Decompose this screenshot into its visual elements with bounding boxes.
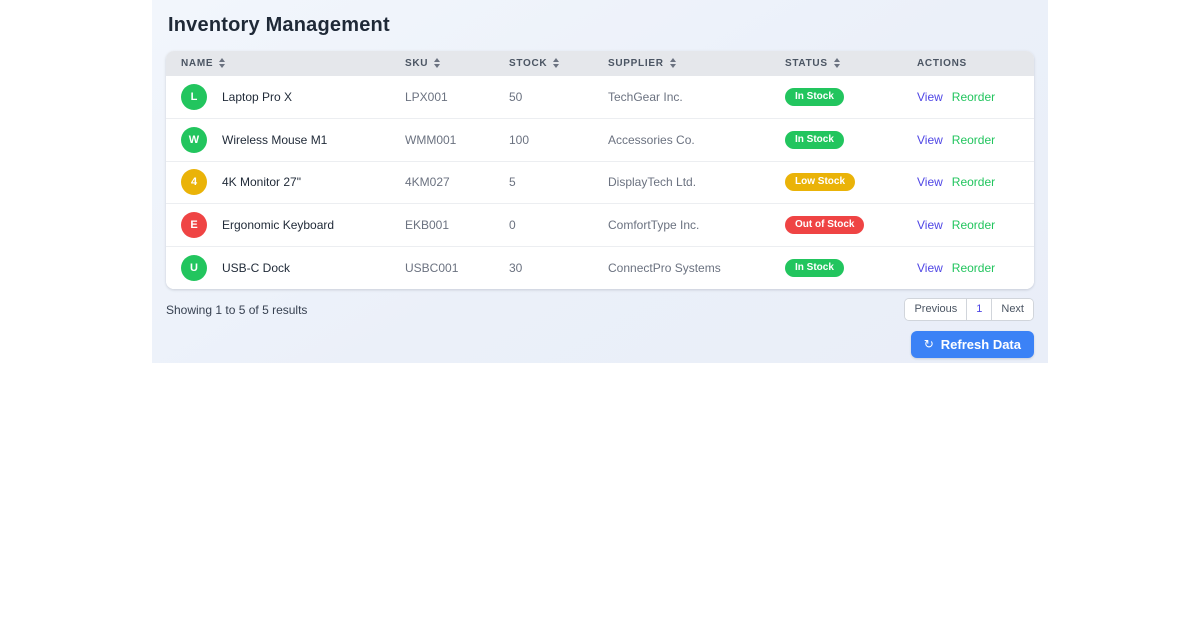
status-badge: Low Stock <box>785 173 856 192</box>
column-header-sku[interactable]: SKU <box>405 51 509 76</box>
view-link[interactable]: View <box>917 217 943 232</box>
page-title: Inventory Management <box>168 14 390 36</box>
view-link[interactable]: View <box>917 132 943 147</box>
status-badge: In Stock <box>785 258 844 277</box>
item-stock: 5 <box>509 175 516 190</box>
item-name: Wireless Mouse M1 <box>222 132 328 147</box>
inventory-table: NAME SKU STOCK SUPPLIER STATUS ACTIONS L Lapto… <box>166 51 1034 289</box>
column-label: STATUS <box>785 58 828 69</box>
reorder-link[interactable]: Reorder <box>951 132 996 147</box>
refresh-data-button[interactable]: ↻ Refresh Data <box>910 330 1034 358</box>
column-header-status[interactable]: STATUS <box>785 51 917 76</box>
reorder-link[interactable]: Reorder <box>951 175 996 190</box>
pagination-next-button[interactable]: Next <box>991 298 1033 321</box>
reorder-link[interactable]: Reorder <box>951 260 996 275</box>
item-avatar: L <box>181 84 207 110</box>
inventory-table-card: NAME SKU STOCK SUPPLIER STATUS ACTIONS L Lapto… <box>166 51 1034 289</box>
item-name: USB-C Dock <box>222 260 291 275</box>
item-supplier: ConnectPro Systems <box>608 260 721 275</box>
item-avatar: 4 <box>181 169 207 196</box>
pagination-previous-button[interactable]: Previous <box>905 298 967 321</box>
item-sku: LPX001 <box>405 90 448 104</box>
item-avatar: E <box>181 211 207 238</box>
item-sku: WMM001 <box>405 132 457 147</box>
column-label: SKU <box>405 58 429 69</box>
pagination-page-button[interactable]: 1 <box>966 298 992 321</box>
reorder-link[interactable]: Reorder <box>951 90 996 104</box>
column-header-stock[interactable]: STOCK <box>509 51 608 76</box>
item-supplier: ComfortType Inc. <box>608 217 700 232</box>
column-header-actions: ACTIONS <box>917 51 1034 76</box>
item-avatar: W <box>181 126 207 153</box>
table-row: W Wireless Mouse M1 WMM001 100 Accessories C… <box>166 118 1034 161</box>
table-row: L Laptop Pro X LPX001 50 TechGear Inc. In Sto… <box>166 76 1034 119</box>
sort-icon <box>669 58 676 69</box>
item-stock: 50 <box>509 90 523 104</box>
column-label: SUPPLIER <box>608 58 664 69</box>
sort-icon <box>553 58 560 69</box>
item-sku: USBC001 <box>405 260 459 275</box>
item-avatar: U <box>181 254 207 281</box>
item-sku: 4KM027 <box>405 175 450 190</box>
item-sku: EKB001 <box>405 217 450 232</box>
status-badge: In Stock <box>785 88 844 106</box>
item-stock: 0 <box>509 217 516 232</box>
view-link[interactable]: View <box>917 175 943 190</box>
reorder-link[interactable]: Reorder <box>951 217 996 232</box>
item-stock: 100 <box>509 132 530 147</box>
pagination: Previous 1 Next <box>904 297 1034 322</box>
item-supplier: Accessories Co. <box>608 132 695 147</box>
column-label: STOCK <box>509 58 548 69</box>
item-stock: 30 <box>509 260 523 275</box>
table-row: U USB-C Dock USBC001 30 ConnectPro Systems In… <box>166 246 1034 289</box>
app-container: Inventory Management NAME SKU STOCK SUPPLIE… <box>152 0 1048 363</box>
table-header-row: NAME SKU STOCK SUPPLIER STATUS ACTIONS <box>166 51 1034 76</box>
item-name: Ergonomic Keyboard <box>222 217 335 232</box>
table-footer: Showing 1 to 5 of 5 results Previous 1 N… <box>166 297 1034 322</box>
results-summary: Showing 1 to 5 of 5 results <box>166 302 308 317</box>
refresh-icon: ↻ <box>923 337 934 351</box>
view-link[interactable]: View <box>917 260 943 275</box>
view-link[interactable]: View <box>917 90 943 104</box>
item-name: 4K Monitor 27" <box>222 175 301 190</box>
item-name: Laptop Pro X <box>222 90 293 104</box>
refresh-row: ↻ Refresh Data <box>166 330 1034 358</box>
item-supplier: TechGear Inc. <box>608 90 683 104</box>
column-header-name[interactable]: NAME <box>166 51 405 76</box>
status-badge: In Stock <box>785 130 844 149</box>
sort-icon <box>434 58 441 69</box>
column-label: ACTIONS <box>917 58 967 69</box>
table-row: E Ergonomic Keyboard EKB001 0 ComfortType In… <box>166 203 1034 246</box>
item-supplier: DisplayTech Ltd. <box>608 175 697 190</box>
table-row: 4 4K Monitor 27" 4KM027 5 DisplayTech Ltd. Lo… <box>166 161 1034 204</box>
sort-icon <box>219 58 226 69</box>
status-badge: Out of Stock <box>785 215 865 234</box>
table-body: L Laptop Pro X LPX001 50 TechGear Inc. In Sto… <box>166 76 1034 289</box>
column-header-supplier[interactable]: SUPPLIER <box>608 51 785 76</box>
sort-icon <box>833 58 840 69</box>
refresh-button-label: Refresh Data <box>940 336 1021 352</box>
column-label: NAME <box>181 58 214 69</box>
